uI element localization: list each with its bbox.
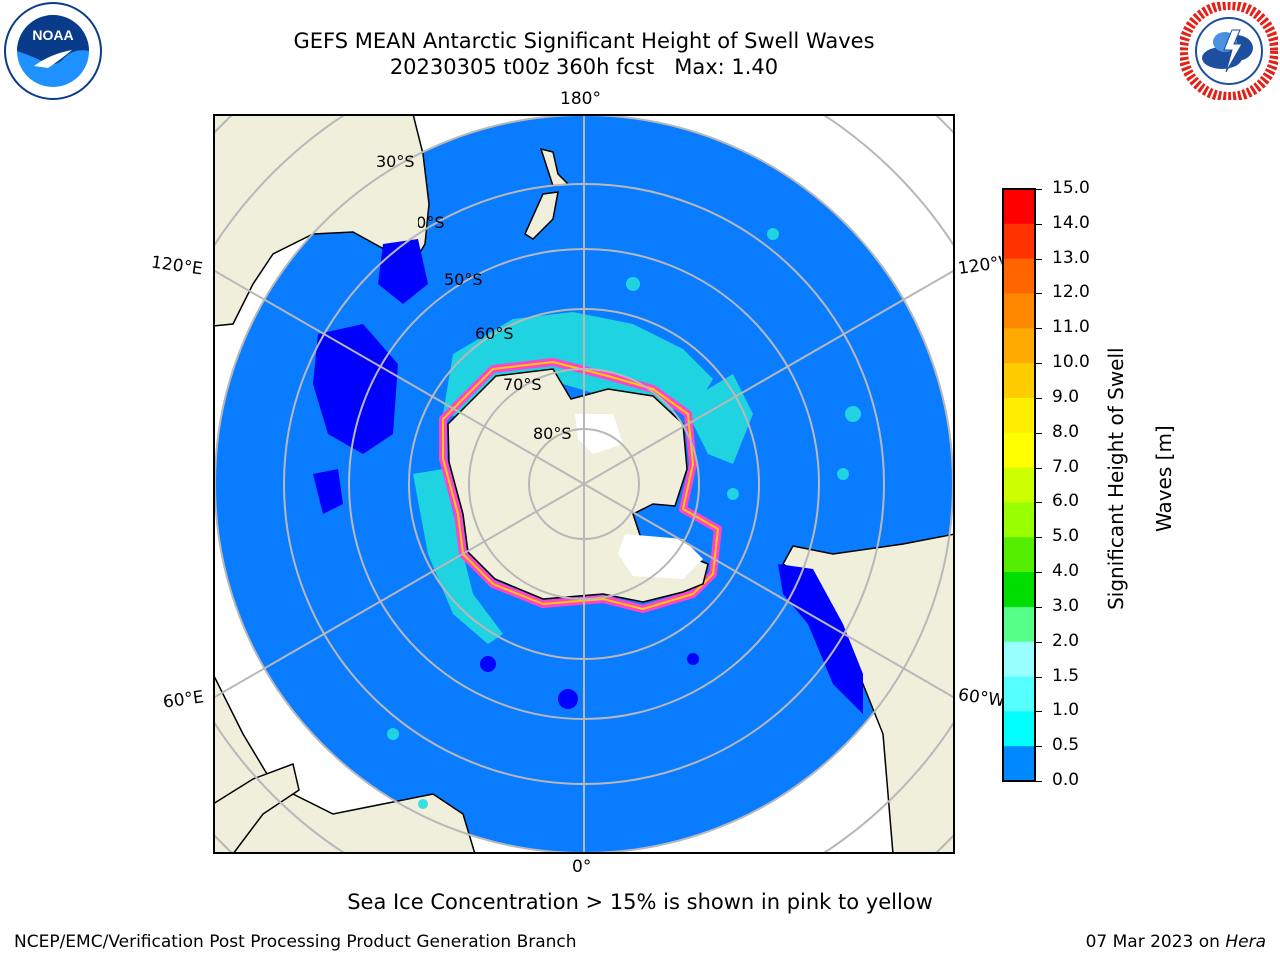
nws-logo xyxy=(1180,2,1278,100)
colorbar-cell xyxy=(1003,572,1035,608)
colorbar-cell xyxy=(1003,432,1035,469)
colorbar-tick-mark xyxy=(1036,572,1042,574)
colorbar-cell xyxy=(1003,537,1035,573)
lon-label-upper-right: 120°W xyxy=(956,253,1004,279)
lon-label-lower-right: 60°W xyxy=(956,685,1004,711)
colorbar-tick-mark xyxy=(1036,397,1042,399)
colorbar-tick-label: 8.0 xyxy=(1052,421,1080,442)
colorbar-cell xyxy=(1003,189,1035,225)
colorbar-tick-label: 5.0 xyxy=(1052,526,1080,547)
colorbar-tick-label: 10.0 xyxy=(1052,352,1090,373)
lon-label-lower-left: 60°E xyxy=(161,687,206,713)
footer-machine: Hera xyxy=(1225,932,1266,952)
colorbar-tick-label: 7.0 xyxy=(1052,456,1080,477)
colorbar-tick-mark xyxy=(1036,781,1042,782)
colorbar xyxy=(1002,188,1036,782)
colorbar-cell xyxy=(1003,293,1035,329)
map-title-line2: 20230305 t00z 360h fcst Max: 1.40 xyxy=(389,55,779,79)
colorbar-tick-label: 6.0 xyxy=(1052,491,1080,512)
colorbar-tick-mark xyxy=(1036,223,1042,225)
noaa-logo-text: NOAA xyxy=(32,27,73,43)
colorbar-tick-mark xyxy=(1036,502,1042,504)
colorbar-cell xyxy=(1003,711,1035,747)
colorbar-tick-mark xyxy=(1036,363,1042,365)
lon-label-top: 180° xyxy=(560,89,601,109)
colorbar-tick-mark xyxy=(1036,467,1042,469)
colorbar-tick-mark xyxy=(1036,641,1042,643)
colorbar-tick-mark xyxy=(1036,293,1042,295)
colorbar-tick-mark xyxy=(1036,606,1042,608)
colorbar-tick-label: 13.0 xyxy=(1052,247,1090,268)
map-title-line1: GEFS MEAN Antarctic Significant Height o… xyxy=(293,29,875,53)
footer-date: 07 Mar 2023 on Hera xyxy=(1086,932,1266,952)
footer-credit: NCEP/EMC/Verification Post Processing Pr… xyxy=(14,932,577,952)
colorbar-tick-mark xyxy=(1036,537,1042,539)
colorbar-cell xyxy=(1003,676,1035,712)
lon-label-upper-left: 120°E xyxy=(149,252,204,280)
colorbar-tick-label: 1.0 xyxy=(1052,700,1080,721)
colorbar-cell xyxy=(1003,467,1035,503)
colorbar-tick-label: 3.0 xyxy=(1052,595,1080,616)
colorbar-cell xyxy=(1003,397,1035,434)
colorbar-cell xyxy=(1003,223,1035,260)
colorbar-tick-mark xyxy=(1036,328,1042,330)
colorbar-tick-label: 15.0 xyxy=(1052,178,1090,198)
new-zealand-land xyxy=(524,147,570,240)
ross-ice-shelf xyxy=(575,414,623,454)
colorbar-tick-mark xyxy=(1036,711,1042,713)
colorbar-cell xyxy=(1003,641,1035,678)
colorbar-title: Significant Height of Swell Waves [m] xyxy=(1080,305,1176,665)
colorbar-tick-mark xyxy=(1036,676,1042,678)
lat-label-70s: 70°S xyxy=(503,375,542,394)
meridians xyxy=(213,114,955,854)
colorbar-cell xyxy=(1003,328,1035,364)
lat-label-30s: 30°S xyxy=(376,152,415,171)
colorbar-title-line2: Waves [m] xyxy=(1152,425,1176,533)
colorbar-tick-label: 0.5 xyxy=(1052,735,1080,756)
colorbar-tick-label: 12.0 xyxy=(1052,282,1090,303)
lat-label-60s: 60°S xyxy=(475,324,514,343)
colorbar-cell xyxy=(1003,363,1035,399)
colorbar-tick-label: 9.0 xyxy=(1052,386,1080,407)
colorbar-tick-label: 0.0 xyxy=(1052,770,1080,790)
colorbar-tick-label: 11.0 xyxy=(1052,317,1090,338)
noaa-logo: NOAA xyxy=(4,2,102,100)
colorbar-tick-label: 4.0 xyxy=(1052,561,1080,582)
sea-ice-note: Sea Ice Concentration > 15% is shown in … xyxy=(347,890,933,914)
colorbar-tick-mark xyxy=(1036,746,1042,748)
colorbar-tick-label: 14.0 xyxy=(1052,212,1090,233)
lat-label-40s: 40°S xyxy=(418,213,445,232)
colorbar-title-line1: Significant Height of Swell xyxy=(1104,347,1128,610)
colorbar-tick-mark xyxy=(1036,189,1042,190)
colorbar-tick-mark xyxy=(1036,432,1042,434)
colorbar-tick-label: 2.0 xyxy=(1052,630,1080,651)
footer-date-text: 07 Mar 2023 on xyxy=(1085,932,1220,952)
colorbar-tick-label: 1.5 xyxy=(1052,665,1080,686)
colorbar-cell xyxy=(1003,502,1035,538)
polar-map xyxy=(213,114,955,854)
colorbar-tick-mark xyxy=(1036,258,1042,260)
lat-label-50s: 50°S xyxy=(444,270,483,289)
lat-label-80s: 80°S xyxy=(533,424,572,443)
colorbar-cell xyxy=(1003,606,1035,643)
colorbar-cell xyxy=(1003,746,1035,782)
colorbar-cell xyxy=(1003,258,1035,294)
lon-label-bottom: 0° xyxy=(572,857,592,877)
